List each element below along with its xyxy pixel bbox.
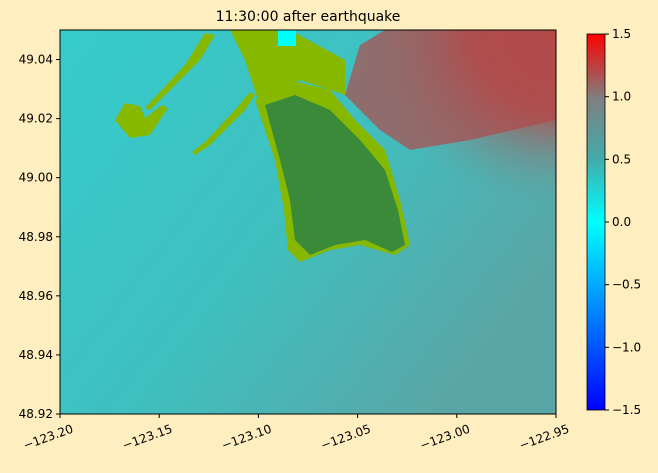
colorbar-tick-label: −0.5: [612, 278, 641, 292]
plot-frame: [59, 29, 557, 415]
y-tick-label: 49.02: [19, 112, 53, 126]
y-tick-label: 49.04: [19, 53, 53, 67]
x-tick-label: −122.95: [517, 422, 571, 453]
colorbar-tick-label: 0.0: [612, 215, 631, 229]
map-image: [60, 30, 556, 414]
y-tick-label: 48.96: [19, 289, 53, 303]
colorbar-tick-label: 1.5: [612, 27, 631, 41]
x-tick-label: −123.10: [220, 422, 274, 453]
colorbar-tick-label: −1.5: [612, 403, 641, 417]
x-tick-label: −123.20: [21, 422, 75, 453]
colorbar: [586, 33, 606, 411]
colorbar-tick-label: −1.0: [612, 340, 641, 354]
y-tick-label: 48.98: [19, 230, 53, 244]
y-tick-label: 48.92: [19, 407, 53, 421]
x-tick-label: −123.00: [418, 422, 472, 453]
x-tick-label: −123.05: [319, 422, 373, 453]
y-tick-label: 49.00: [19, 171, 53, 185]
chart-title: 11:30:00 after earthquake: [216, 9, 401, 25]
colorbar-tick-label: 0.5: [612, 152, 631, 166]
x-tick-label: −123.15: [121, 422, 175, 453]
colorbar-tick-label: 1.0: [612, 90, 631, 104]
y-tick-label: 48.94: [19, 348, 53, 362]
